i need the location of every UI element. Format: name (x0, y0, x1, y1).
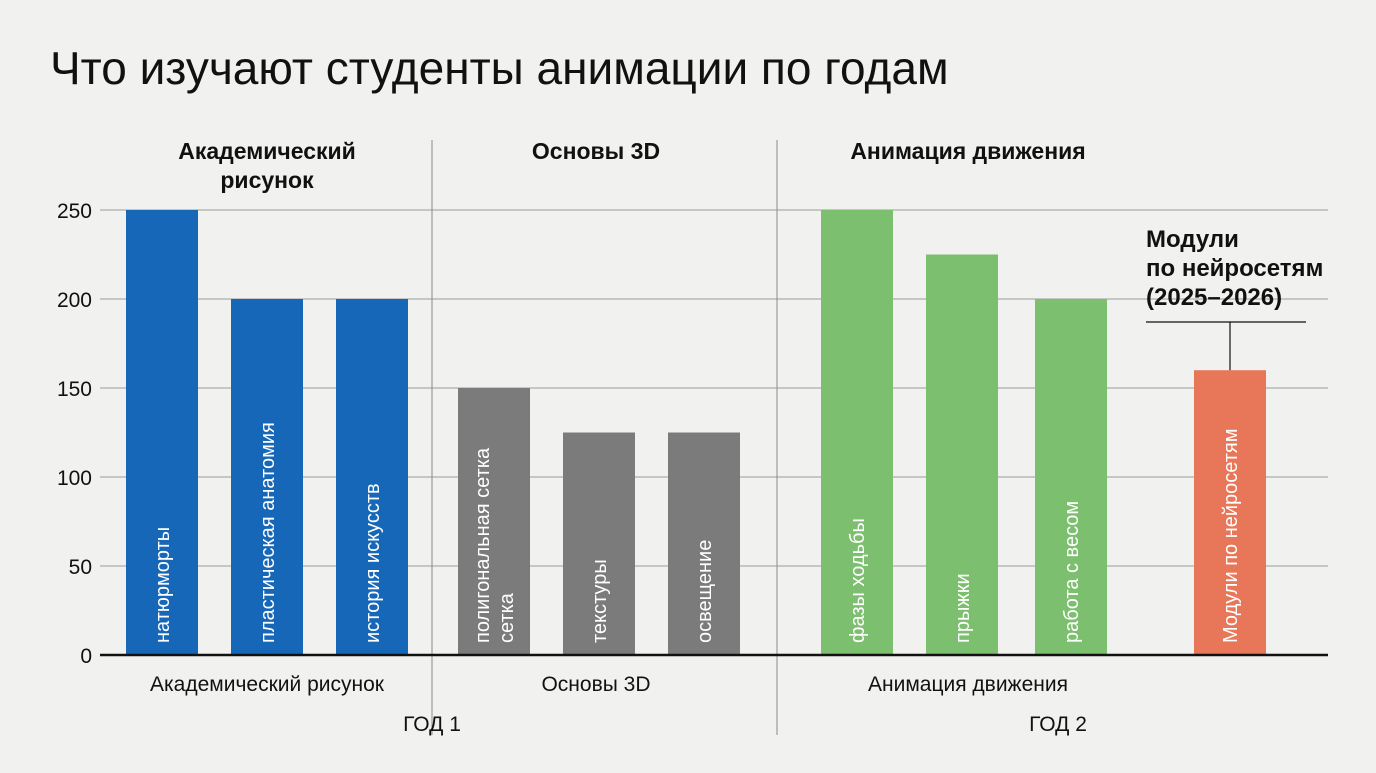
bar-label: работа с весом (1061, 501, 1083, 643)
bar (336, 299, 408, 655)
bar-label: сетка (496, 592, 518, 643)
bar (668, 432, 740, 655)
y-tick-label: 250 (57, 200, 92, 223)
y-tick-label: 0 (80, 645, 92, 668)
y-tick-label: 150 (57, 378, 92, 401)
bar-label: полигональная сетка (472, 447, 494, 643)
y-tick-label: 100 (57, 467, 92, 490)
group-heading: Анимация движения (850, 138, 1085, 164)
year-label: ГОД 1 (403, 713, 461, 736)
bar (1035, 299, 1107, 655)
bar-label: фазы ходьбы (847, 518, 869, 643)
group-heading: Основы 3D (532, 138, 660, 164)
bar (926, 254, 998, 655)
group-axis-label: Основы 3D (541, 673, 650, 696)
bar (563, 432, 635, 655)
group-heading: Академический (178, 138, 356, 164)
group-axis-label: Академический рисунок (150, 673, 385, 696)
year-label: ГОД 2 (1029, 713, 1087, 736)
group-heading: рисунок (220, 167, 314, 193)
y-tick-label: 50 (69, 556, 92, 579)
bar (458, 388, 530, 655)
bar-label: пластическая анатомия (257, 422, 279, 643)
group-axis-label: Анимация движения (868, 673, 1068, 696)
bar (126, 210, 198, 655)
bar-label: текстуры (589, 559, 611, 643)
chart-title: Что изучают студенты анимации по годам (50, 42, 949, 94)
callout-label: по нейросетям (1146, 255, 1323, 282)
callout-label: (2025–2026) (1146, 284, 1282, 311)
y-tick-label: 200 (57, 289, 92, 312)
callout-label: Модули (1146, 226, 1239, 253)
bar (1194, 370, 1266, 655)
bar-label: история искусств (362, 483, 384, 643)
bar-label: натюрморты (152, 527, 174, 643)
bar (231, 299, 303, 655)
bar (821, 210, 893, 655)
bar-label: освещение (694, 540, 716, 643)
bar-label: прыжки (952, 573, 974, 643)
bar-label: Модули по нейросетям (1220, 429, 1242, 644)
